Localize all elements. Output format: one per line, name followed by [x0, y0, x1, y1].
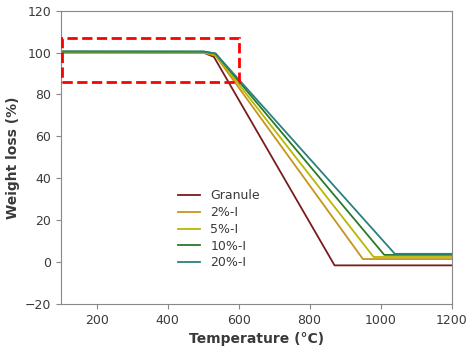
Line: 5%-I: 5%-I — [61, 52, 452, 257]
2%-I — [208, 52, 214, 57]
Line: 10%-I: 10%-I — [61, 51, 452, 255]
20%-I — [103, 49, 109, 54]
10%-I — [399, 253, 405, 257]
5%-I — [441, 255, 447, 259]
2%-I — [449, 257, 455, 261]
20%-I — [225, 65, 231, 69]
Granule — [126, 50, 132, 55]
20%-I — [399, 252, 405, 256]
10%-I — [381, 253, 387, 257]
Granule — [332, 263, 337, 268]
Line: 2%-I: 2%-I — [61, 52, 452, 259]
20%-I — [449, 252, 455, 256]
10%-I — [58, 49, 64, 54]
Granule — [58, 50, 64, 55]
Granule — [399, 263, 405, 268]
10%-I — [103, 49, 109, 54]
Line: Granule: Granule — [61, 52, 452, 265]
20%-I — [392, 252, 398, 256]
5%-I — [126, 50, 132, 55]
Granule — [103, 50, 109, 55]
10%-I — [208, 51, 214, 55]
Line: 20%-I: 20%-I — [61, 51, 452, 254]
5%-I — [225, 68, 231, 73]
2%-I — [441, 257, 447, 261]
2%-I — [103, 50, 109, 55]
X-axis label: Temperature (°C): Temperature (°C) — [189, 332, 324, 346]
20%-I — [208, 51, 214, 55]
20%-I — [58, 49, 64, 54]
2%-I — [360, 257, 366, 261]
10%-I — [441, 253, 447, 257]
Y-axis label: Weight loss (%): Weight loss (%) — [6, 96, 19, 219]
2%-I — [399, 257, 405, 261]
5%-I — [103, 50, 109, 55]
5%-I — [208, 52, 214, 56]
Granule — [225, 79, 231, 83]
Granule — [449, 263, 455, 268]
20%-I — [441, 252, 447, 256]
5%-I — [399, 255, 405, 259]
5%-I — [58, 50, 64, 55]
10%-I — [225, 66, 231, 70]
Bar — [62, 38, 239, 82]
Granule — [208, 54, 214, 58]
20%-I — [126, 49, 132, 54]
2%-I — [225, 70, 231, 75]
2%-I — [58, 50, 64, 55]
2%-I — [126, 50, 132, 55]
5%-I — [371, 255, 377, 259]
10%-I — [126, 49, 132, 54]
10%-I — [449, 253, 455, 257]
Legend: Granule, 2%-I, 5%-I, 10%-I, 20%-I: Granule, 2%-I, 5%-I, 10%-I, 20%-I — [173, 184, 265, 275]
Granule — [441, 263, 447, 268]
5%-I — [449, 255, 455, 259]
